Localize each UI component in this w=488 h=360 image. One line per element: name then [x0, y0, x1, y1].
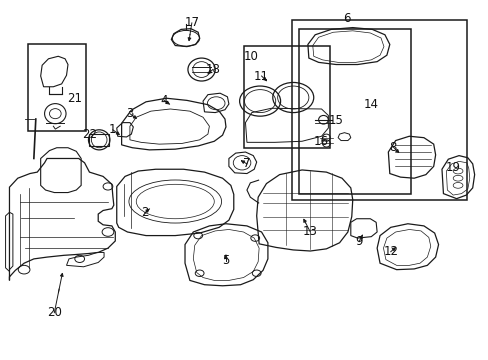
Text: 22: 22	[82, 128, 97, 141]
Text: 12: 12	[383, 245, 397, 258]
Text: 19: 19	[445, 161, 460, 174]
Text: 18: 18	[205, 63, 220, 76]
Text: 8: 8	[389, 140, 396, 153]
Text: 17: 17	[184, 17, 199, 30]
Text: 4: 4	[160, 94, 167, 107]
Text: 16: 16	[313, 135, 328, 148]
Text: 2: 2	[141, 207, 148, 220]
Text: 20: 20	[47, 306, 61, 319]
Text: 7: 7	[243, 157, 250, 170]
Text: 5: 5	[222, 254, 229, 267]
Bar	[243, 45, 330, 148]
Bar	[28, 44, 85, 131]
Text: 6: 6	[343, 12, 350, 25]
Text: 11: 11	[254, 69, 268, 82]
Text: 3: 3	[126, 107, 133, 120]
Bar	[89, 134, 109, 145]
Bar	[292, 21, 466, 200]
Text: 13: 13	[302, 225, 317, 238]
Text: 10: 10	[243, 50, 258, 63]
Text: 9: 9	[355, 235, 362, 248]
Bar	[299, 30, 410, 194]
Text: 21: 21	[67, 92, 82, 105]
Text: 1: 1	[109, 123, 116, 136]
Text: 14: 14	[363, 98, 378, 111]
Text: 15: 15	[328, 114, 343, 127]
